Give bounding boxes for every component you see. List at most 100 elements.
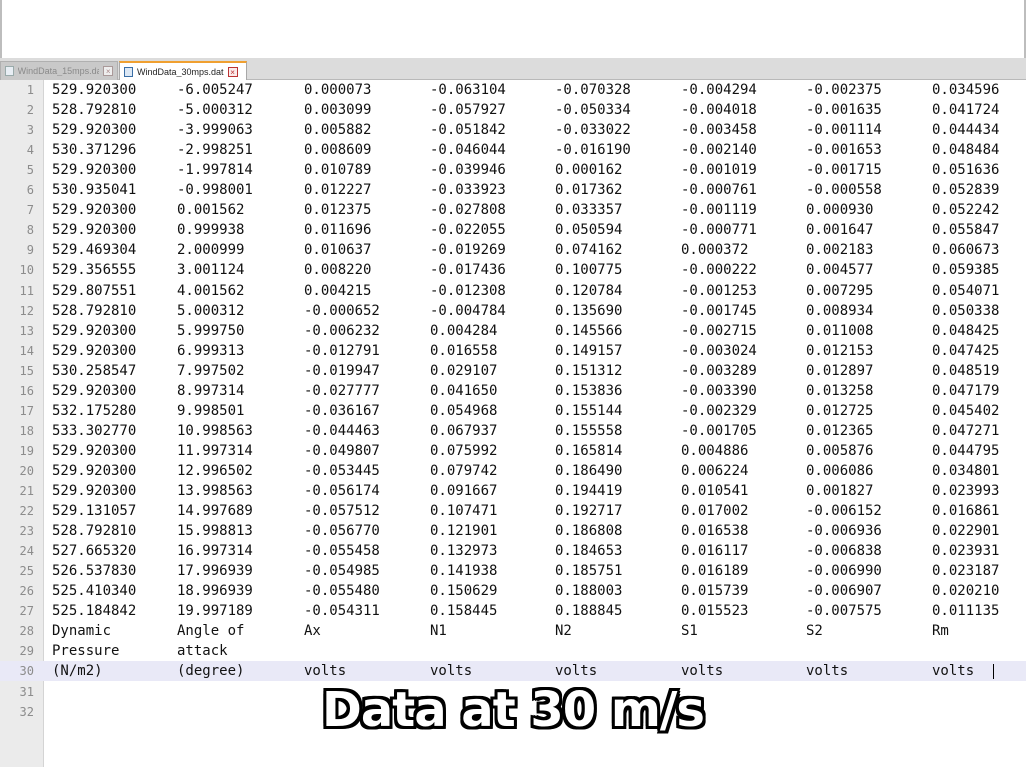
data-cell: -0.054985: [304, 563, 380, 580]
data-cell: 0.055847: [932, 222, 1000, 239]
editor-line[interactable]: 7 529.920300 0.001562 0.012375 -0.027808 0.03…: [0, 200, 1026, 220]
editor-line[interactable]: 19 529.920300 11.997314 -0.049807 0.075992 0.…: [0, 441, 1026, 461]
data-cell: -0.007575: [806, 603, 882, 620]
data-cell: 0.006086: [806, 462, 874, 479]
editor-line[interactable]: 28 Dynamic Angle of Ax N1 N2 S1 S2 Rm: [0, 621, 1026, 641]
editor-line[interactable]: 8 529.920300 0.999938 0.011696 -0.022055 0.05…: [0, 220, 1026, 240]
data-cell: -0.049807: [304, 442, 380, 459]
editor-line[interactable]: 25 526.537830 17.996939 -0.054985 0.141938 0.…: [0, 561, 1026, 581]
editor-line[interactable]: 5 529.920300 -1.997814 0.010789 -0.039946 0.0…: [0, 160, 1026, 180]
data-cell: -0.001114: [806, 122, 882, 139]
editor-line[interactable]: 16 529.920300 8.997314 -0.027777 0.041650 0.1…: [0, 381, 1026, 401]
editor-line[interactable]: 29 Pressure attack: [0, 641, 1026, 661]
editor-line[interactable]: 9 529.469304 2.000999 0.010637 -0.019269 0.07…: [0, 240, 1026, 260]
data-cell: 0.005876: [806, 442, 874, 459]
data-cell: 0.052839: [932, 182, 1000, 199]
line-number: 9: [26, 243, 34, 258]
editor-line[interactable]: 24 527.665320 16.997314 -0.055458 0.132973 0.…: [0, 541, 1026, 561]
editor-line[interactable]: 15 530.258547 7.997502 -0.019947 0.029107 0.1…: [0, 361, 1026, 381]
data-cell: -0.001253: [681, 282, 757, 299]
editor-line[interactable]: 14 529.920300 6.999313 -0.012791 0.016558 0.1…: [0, 341, 1026, 361]
data-cell: 529.920300: [52, 202, 137, 219]
data-cell: 0.001562: [177, 202, 245, 219]
data-cell: 0.060673: [932, 242, 1000, 259]
line-number: 22: [19, 504, 34, 519]
editor-line[interactable]: 6 530.935041 -0.998001 0.012227 -0.033923 0.0…: [0, 180, 1026, 200]
data-cell: -0.001019: [681, 162, 757, 179]
editor-line[interactable]: 20 529.920300 12.996502 -0.053445 0.079742 0.…: [0, 461, 1026, 481]
data-cell: 0.155144: [555, 402, 623, 419]
editor-line[interactable]: 17 532.175280 9.998501 -0.036167 0.054968 0.1…: [0, 401, 1026, 421]
line-number: 4: [26, 143, 34, 158]
data-cell: 0.155558: [555, 422, 623, 439]
data-cell: 0.145566: [555, 322, 623, 339]
data-cell: 0.107471: [430, 503, 498, 520]
editor-line[interactable]: 1 529.920300 -6.005247 0.000073 -0.063104 -0.…: [0, 80, 1026, 100]
data-cell: 0.041724: [932, 102, 1000, 119]
line-number: 19: [19, 443, 34, 458]
data-cell: -0.055458: [304, 543, 380, 560]
editor-line[interactable]: 31: [0, 682, 1026, 702]
editor-line[interactable]: 3 529.920300 -3.999063 0.005882 -0.051842 -0.…: [0, 120, 1026, 140]
data-cell: 0.000372: [681, 242, 749, 259]
data-cell: -3.999063: [177, 122, 253, 139]
data-cell: -0.006936: [806, 523, 882, 540]
data-cell: 0.151312: [555, 362, 623, 379]
data-cell: 17.996939: [177, 563, 253, 580]
editor-line[interactable]: 21 529.920300 13.998563 -0.056174 0.091667 0.…: [0, 481, 1026, 501]
data-cell: 0.050594: [555, 222, 623, 239]
data-cell: -0.022055: [430, 222, 506, 239]
data-cell: 530.258547: [52, 362, 137, 379]
data-cell: 0.013258: [806, 382, 874, 399]
editor-line[interactable]: 10 529.356555 3.001124 0.008220 -0.017436 0.1…: [0, 260, 1026, 280]
data-cell: 0.004284: [430, 322, 498, 339]
editor-line[interactable]: 23 528.792810 15.998813 -0.056770 0.121901 0.…: [0, 521, 1026, 541]
editor-line[interactable]: 18 533.302770 10.998563 -0.044463 0.067937 0.…: [0, 421, 1026, 441]
data-cell: 0.010789: [304, 162, 372, 179]
text-editor[interactable]: 1 529.920300 -6.005247 0.000073 -0.063104 -0.…: [0, 80, 1026, 767]
editor-line[interactable]: 26 525.410340 18.996939 -0.055480 0.150629 0.…: [0, 581, 1026, 601]
tab-label: WindData_15mps.dat: [17, 66, 100, 76]
data-cell: 12.996502: [177, 462, 253, 479]
data-cell: 0.011008: [806, 322, 874, 339]
line-number: 17: [19, 403, 34, 418]
editor-line[interactable]: 2 528.792810 -5.000312 0.003099 -0.057927 -0.…: [0, 100, 1026, 120]
data-cell: 0.079742: [430, 462, 498, 479]
data-cell: -0.033022: [555, 122, 631, 139]
tab-winddata-15mps[interactable]: WindData_15mps.dat ×: [0, 61, 118, 80]
editor-line[interactable]: 27 525.184842 19.997189 -0.054311 0.158445 0.…: [0, 601, 1026, 621]
close-icon[interactable]: ×: [227, 66, 238, 77]
data-cell: 0.016558: [430, 342, 498, 359]
editor-line[interactable]: 32: [0, 702, 1026, 722]
data-cell: -0.046044: [430, 142, 506, 159]
data-cell: 530.371296: [52, 142, 137, 159]
data-cell: -0.063104: [430, 82, 506, 98]
data-cell: 0.006224: [681, 462, 749, 479]
data-cell: 528.792810: [52, 302, 137, 319]
editor-line[interactable]: 4 530.371296 -2.998251 0.008609 -0.046044 -0.…: [0, 140, 1026, 160]
data-cell: 0.075992: [430, 442, 498, 459]
data-cell: -0.057927: [430, 102, 506, 119]
close-icon[interactable]: ×: [103, 66, 113, 76]
data-cell: 0.022901: [932, 523, 1000, 540]
data-cell: 19.997189: [177, 603, 253, 620]
line-number: 27: [19, 604, 34, 619]
window-top-area: [0, 0, 1026, 58]
editor-line[interactable]: 30 (N/m2) (degree) volts volts volts volts volt…: [0, 661, 1026, 682]
editor-line[interactable]: 11 529.807551 4.001562 0.004215 -0.012308 0.1…: [0, 281, 1026, 301]
editor-line[interactable]: 13 529.920300 5.999750 -0.006232 0.004284 0.1…: [0, 321, 1026, 341]
data-cell: -0.003390: [681, 382, 757, 399]
data-cell: 0.004577: [806, 262, 874, 279]
data-cell: -0.001119: [681, 202, 757, 219]
line-number: 20: [19, 463, 34, 478]
data-cell: 0.050338: [932, 302, 1000, 319]
tab-winddata-30mps[interactable]: WindData_30mps.dat ×: [119, 61, 247, 80]
data-cell: -0.998001: [177, 182, 253, 199]
data-cell: -0.053445: [304, 462, 380, 479]
data-cell: -0.003458: [681, 122, 757, 139]
editor-line[interactable]: 22 529.131057 14.997689 -0.057512 0.107471 0.…: [0, 501, 1026, 521]
data-cell: 0.004886: [681, 442, 749, 459]
editor-line[interactable]: 12 528.792810 5.000312 -0.000652 -0.004784 0.…: [0, 301, 1026, 321]
line-number: 29: [19, 644, 34, 659]
data-cell: -0.070328: [555, 82, 631, 98]
